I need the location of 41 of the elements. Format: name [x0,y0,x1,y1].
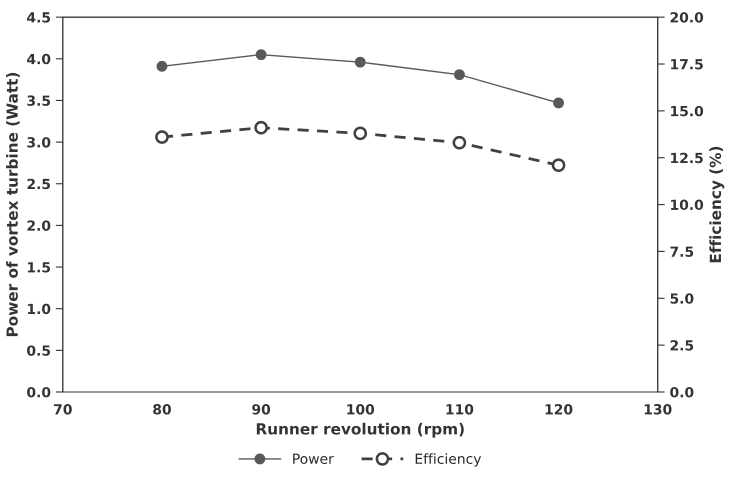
y-tick-label: 1.0 [28,304,50,314]
point [454,69,465,80]
legend-label: Efficiency [416,453,482,467]
legend-label: Power [293,454,334,464]
x-tick-label: 90 [252,404,270,415]
x-tick-label: 110 [446,404,474,415]
x-tick-label: 100 [347,404,374,415]
y-tick-label: 3.5 [27,95,50,106]
y2-tick-label: 12.5 [671,152,703,164]
y2-tick-label: 15.0 [671,106,704,116]
y2-axis-title: Efficiency (%) [709,146,724,262]
y-tick-label: 0.0 [27,386,50,398]
y-tick-label: 3.0 [27,137,50,148]
point [553,98,564,108]
point [156,60,168,72]
y2-tick-label: 20.0 [670,12,704,23]
x-tick-label: 130 [644,404,672,415]
point [354,56,366,68]
x-tick-label: 80 [153,404,171,415]
y-tick-label: 4.0 [27,54,50,64]
y-tick-label: 2.5 [28,178,50,190]
y2-tick-label: 17.5 [671,59,703,70]
point [353,126,368,140]
y2-tick-label: 10.0 [671,200,704,210]
point [256,49,267,60]
y-tick-label: 4.5 [27,12,50,23]
point [155,130,169,144]
point [452,136,466,150]
y2-tick-label: 0.0 [670,386,694,398]
y-tick-label: 0.5 [27,345,50,356]
point [254,120,268,135]
y-axis-title: Power of vortex turbine (Watt) [6,72,20,336]
y2-tick-label: 7.5 [670,246,694,257]
y2-tick-label: 5.0 [670,293,694,304]
y2-tick-label: 2.5 [670,340,694,351]
x-tick-label: 120 [546,404,572,415]
y-tick-label: 2.0 [28,220,50,231]
x-axis-title: Runner revolution (rpm) [256,422,464,438]
x-tick-label: 70 [54,404,72,415]
y-tick-label: 1.5 [28,262,50,273]
point [552,158,566,172]
